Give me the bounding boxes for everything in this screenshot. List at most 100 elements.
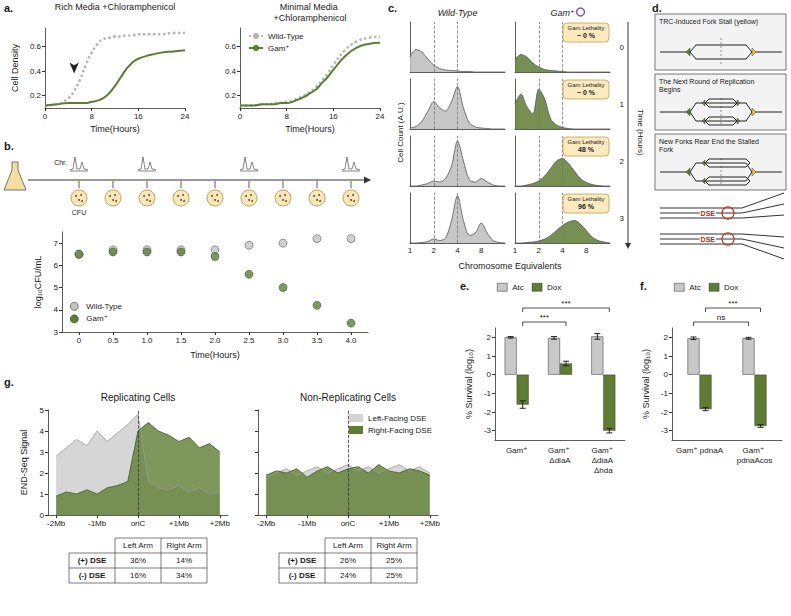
svg-text:0.2: 0.2 [225,91,237,100]
svg-text:Time (Hours): Time (Hours) [636,109,645,156]
svg-text:1.5: 1.5 [175,336,187,345]
svg-text:Cell Count (A.U.): Cell Count (A.U.) [396,102,405,163]
svg-text:(+) DSE: (+) DSE [288,556,317,565]
svg-text:Cell Density: Cell Density [10,43,20,92]
svg-text:pdnaAcos: pdnaAcos [737,456,773,465]
svg-text:1: 1 [408,246,413,255]
svg-text:4: 4 [455,246,460,255]
svg-text:2.5: 2.5 [243,336,255,345]
svg-text:% Survival (log₁₀): % Survival (log₁₀) [464,349,474,419]
svg-text:DSE: DSE [701,236,716,243]
svg-text:c.: c. [388,2,397,14]
svg-text:+Chloramphenicol: +Chloramphenicol [274,13,347,23]
svg-text:ΔdiaA: ΔdiaA [549,456,571,465]
svg-text:7: 7 [54,239,59,248]
svg-text:0: 0 [40,511,45,520]
svg-text:Dox: Dox [547,283,561,292]
svg-text:Time(Hours): Time(Hours) [190,350,240,360]
svg-text:Chromosome Equivalents: Chromosome Equivalents [458,261,562,271]
svg-text:-3: -3 [661,426,669,435]
svg-text:26%: 26% [340,556,356,565]
svg-text:TRC-Induced Fork Stall (yellow: TRC-Induced Fork Stall (yellow) [659,18,758,26]
svg-text:New Forks Rear End the Stalled: New Forks Rear End the Stalled [659,138,761,145]
svg-text:1: 1 [487,352,492,361]
svg-text:(+) DSE: (+) DSE [78,556,107,565]
svg-text:+2Mb: +2Mb [210,519,231,528]
svg-text:2: 2 [40,469,45,478]
svg-text:~ 0 %: ~ 0 % [577,89,596,96]
svg-text:1: 1 [664,352,669,361]
svg-text:-2Mb: -2Mb [47,519,66,528]
svg-text:***: *** [561,299,570,308]
svg-text:-1Mb: -1Mb [298,519,317,528]
svg-text:25%: 25% [386,571,402,580]
svg-text:Atc: Atc [689,283,701,292]
svg-text:3.0: 3.0 [277,336,289,345]
svg-text:+1Mb: +1Mb [169,519,190,528]
svg-text:14%: 14% [176,556,192,565]
svg-text:0: 0 [77,336,82,345]
svg-text:Non-Replicating Cells: Non-Replicating Cells [300,392,396,403]
svg-text:0: 0 [238,112,243,121]
svg-text:0: 0 [43,112,48,121]
svg-text:Gam⁺: Gam⁺ [506,446,528,455]
svg-text:Wild-Type: Wild-Type [438,8,478,18]
svg-text:8: 8 [479,246,484,255]
svg-text:24%: 24% [340,571,356,580]
svg-text:5: 5 [40,406,45,415]
svg-text:oriC: oriC [341,519,356,528]
svg-text:Chr.: Chr. [54,159,67,166]
svg-text:2: 2 [537,246,542,255]
svg-text:0.4: 0.4 [30,67,42,76]
svg-text:2: 2 [487,333,492,342]
svg-text:+1Mb: +1Mb [379,519,400,528]
svg-text:1: 1 [620,100,625,109]
svg-text:2: 2 [664,333,669,342]
svg-text:Gam Lethality: Gam Lethality [567,139,604,145]
svg-text:-1: -1 [484,389,492,398]
svg-text:Rich Media +Chloramphenicol: Rich Media +Chloramphenicol [55,2,175,12]
svg-text:4.0: 4.0 [345,336,357,345]
svg-text:2: 2 [620,157,625,166]
svg-text:+2Mb: +2Mb [420,519,441,528]
svg-text:Gam⁺: Gam⁺ [548,446,572,455]
svg-text:CFU: CFU [72,209,86,216]
svg-text:4: 4 [40,427,45,436]
svg-text:ΔdiaA: ΔdiaA [592,456,615,465]
svg-text:-2Mb: -2Mb [257,519,276,528]
svg-text:oriC: oriC [131,519,146,528]
svg-text:Minimal Media: Minimal Media [280,2,341,12]
svg-text:log₁₀CFU/mL: log₁₀CFU/mL [33,256,43,308]
svg-text:0.2: 0.2 [30,91,42,100]
svg-text:2: 2 [432,246,437,255]
svg-text:Wild-Type: Wild-Type [86,302,122,311]
svg-text:Gam⁺: Gam⁺ [268,44,290,53]
svg-text:8: 8 [284,112,289,121]
svg-text:d.: d. [652,2,662,14]
svg-text:-2: -2 [661,408,669,417]
svg-text:0: 0 [664,370,669,379]
svg-text:16: 16 [329,112,338,121]
svg-text:24: 24 [376,112,385,121]
svg-text:6: 6 [54,261,59,270]
svg-text:Gam⁺: Gam⁺ [86,314,108,323]
svg-text:***: *** [540,313,549,322]
svg-text:0.5: 0.5 [107,336,119,345]
svg-text:Gam⁺: Gam⁺ [591,446,615,455]
svg-text:0: 0 [620,43,625,52]
svg-text:e.: e. [460,280,469,292]
svg-text:5: 5 [54,283,59,292]
svg-text:Gam⁺: Gam⁺ [550,8,575,18]
svg-text:% Survival (log₁₀): % Survival (log₁₀) [641,349,651,419]
svg-text:(-) DSE: (-) DSE [79,571,106,580]
svg-text:3: 3 [54,328,59,337]
svg-text:Δhda: Δhda [594,466,613,475]
svg-text:g.: g. [4,376,14,388]
svg-text:34%: 34% [176,571,192,580]
svg-text:8: 8 [89,112,94,121]
svg-text:Right Arm: Right Arm [166,541,201,550]
svg-text:b.: b. [4,140,14,152]
svg-text:0.6: 0.6 [225,42,237,51]
svg-text:Replicating Cells: Replicating Cells [101,392,175,403]
svg-text:4: 4 [54,305,59,314]
